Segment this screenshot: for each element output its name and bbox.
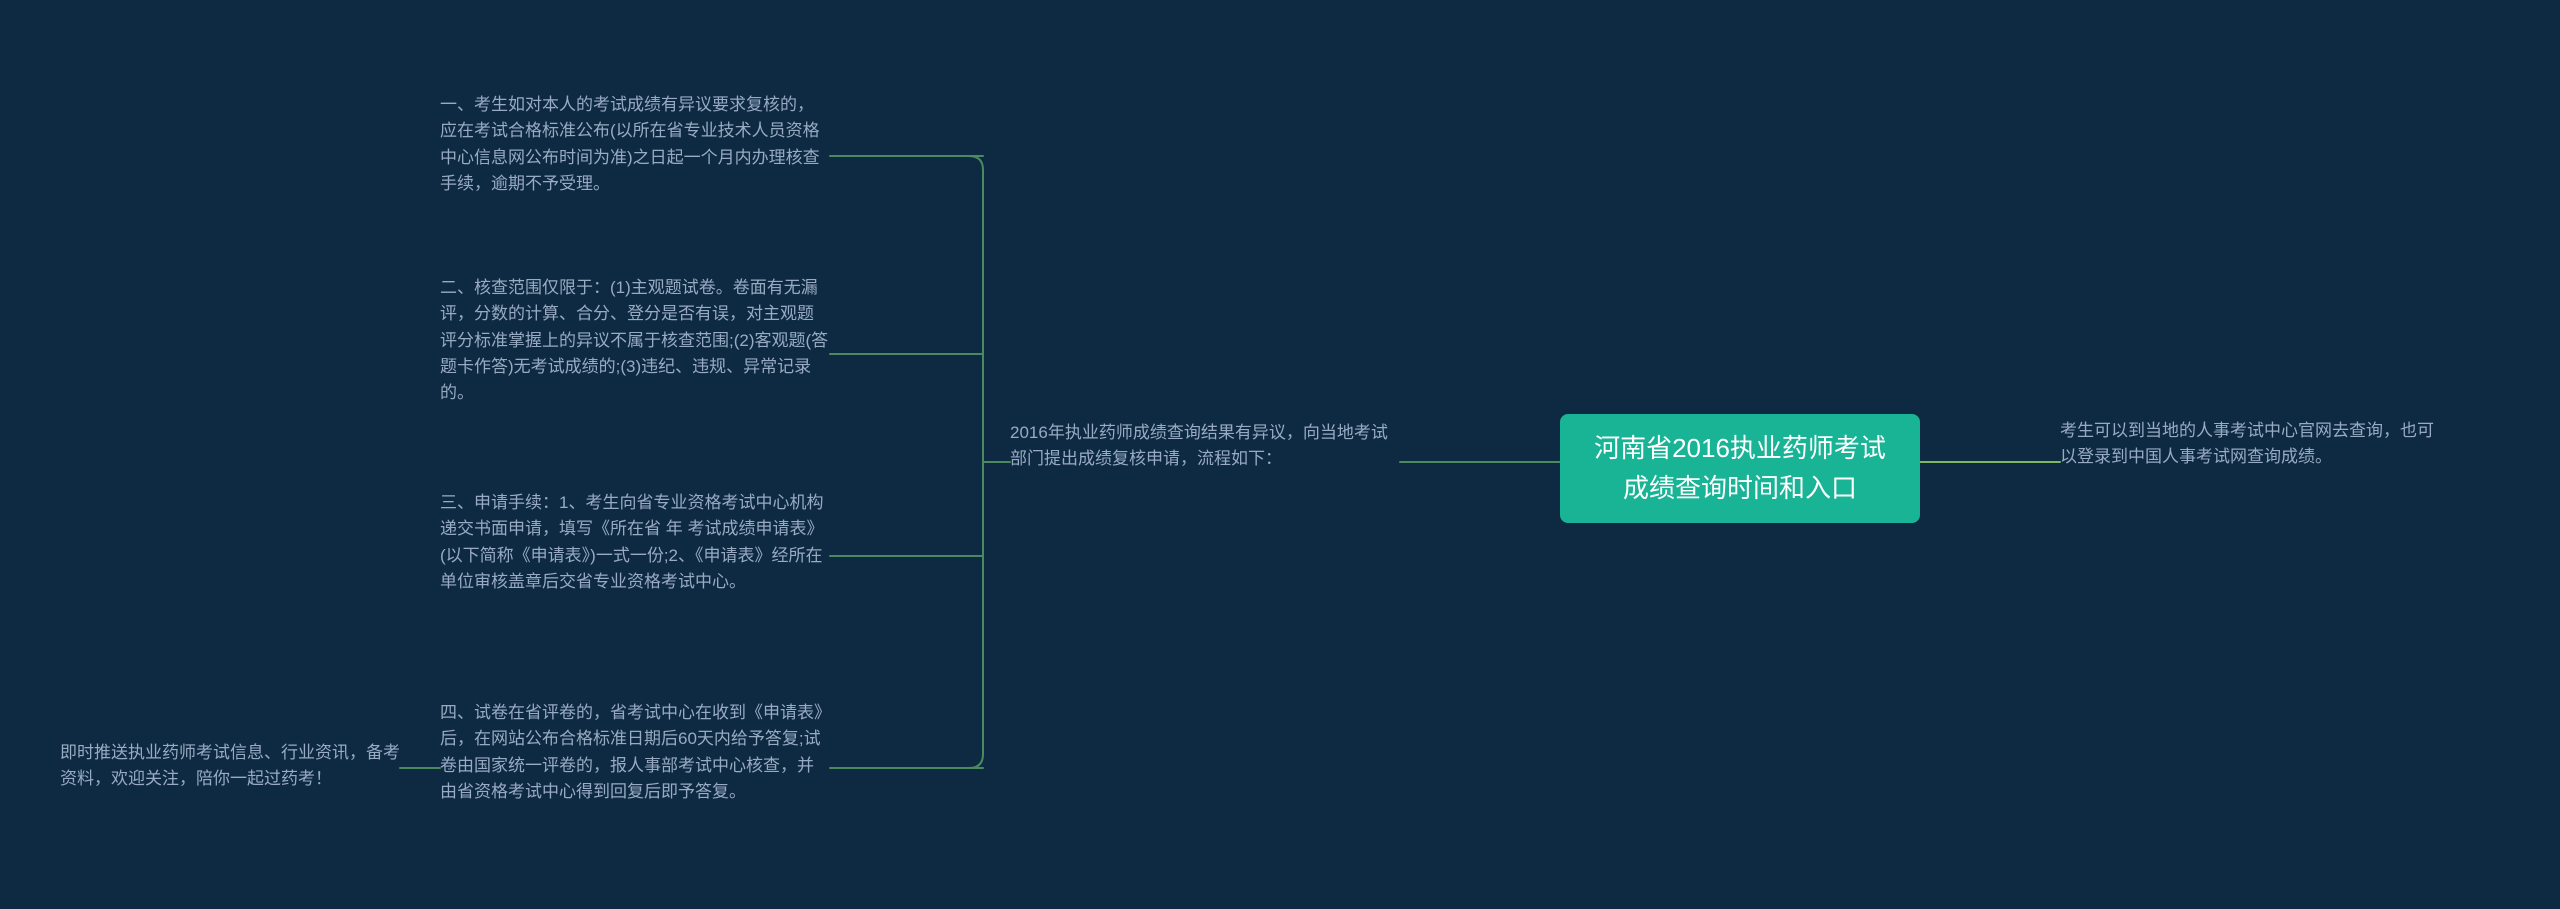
leaf-node-2: 二、核查范围仅限于：(1)主观题试卷。卷面有无漏评，分数的计算、合分、登分是否有…: [440, 275, 830, 407]
leaf-text: 二、核查范围仅限于：(1)主观题试卷。卷面有无漏评，分数的计算、合分、登分是否有…: [440, 278, 828, 402]
tail-text: 即时推送执业药师考试信息、行业资讯，备考资料，欢迎关注，陪你一起过药考！: [60, 743, 400, 788]
leaf-text: 四、试卷在省评卷的，省考试中心在收到《申请表》后，在网站公布合格标准日期后60天…: [440, 703, 823, 801]
leaf-text: 一、考生如对本人的考试成绩有异议要求复核的，应在考试合格标准公布(以所在省专业技…: [440, 95, 820, 193]
right-branch-text: 考生可以到当地的人事考试中心官网去查询，也可以登录到中国人事考试网查询成绩。: [2060, 421, 2434, 466]
leaf-text: 三、申请手续：1、考生向省专业资格考试中心机构递交书面申请，填写《所在省 年 考…: [440, 493, 823, 591]
leaf-node-1: 一、考生如对本人的考试成绩有异议要求复核的，应在考试合格标准公布(以所在省专业技…: [440, 92, 830, 197]
left-branch-text: 2016年执业药师成绩查询结果有异议，向当地考试部门提出成绩复核申请，流程如下：: [1010, 423, 1388, 468]
left-branch-node: 2016年执业药师成绩查询结果有异议，向当地考试部门提出成绩复核申请，流程如下：: [1010, 420, 1400, 473]
center-node: 河南省2016执业药师考试 成绩查询时间和入口: [1560, 414, 1920, 523]
leaf-node-3: 三、申请手续：1、考生向省专业资格考试中心机构递交书面申请，填写《所在省 年 考…: [440, 490, 830, 595]
right-branch-node: 考生可以到当地的人事考试中心官网去查询，也可以登录到中国人事考试网查询成绩。: [2060, 418, 2450, 471]
mindmap-canvas: 河南省2016执业药师考试 成绩查询时间和入口 考生可以到当地的人事考试中心官网…: [0, 0, 2560, 909]
leaf-node-4: 四、试卷在省评卷的，省考试中心在收到《申请表》后，在网站公布合格标准日期后60天…: [440, 700, 830, 805]
tail-node: 即时推送执业药师考试信息、行业资讯，备考资料，欢迎关注，陪你一起过药考！: [60, 740, 400, 793]
center-line2: 成绩查询时间和入口: [1623, 473, 1857, 503]
center-line1: 河南省2016执业药师考试: [1594, 433, 1886, 463]
